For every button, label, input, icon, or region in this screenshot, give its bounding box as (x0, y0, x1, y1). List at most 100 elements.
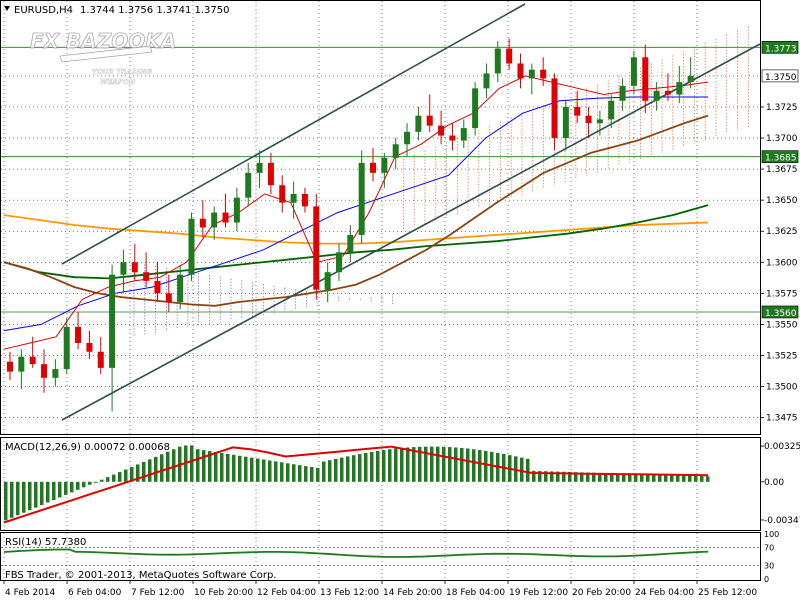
macd-histogram-bar (640, 474, 644, 482)
macd-histogram-bar (472, 449, 476, 482)
macd-histogram-bar (478, 450, 482, 482)
bear-candle (29, 356, 36, 365)
macd-tick-label: 0.00 (764, 478, 784, 488)
bull-candle (653, 90, 660, 101)
macd-histogram-bar (4, 481, 8, 521)
bear-candle (438, 125, 445, 136)
bear-candle (279, 185, 286, 203)
macd-histogram-bar (484, 450, 488, 482)
macd-histogram-bar (382, 450, 386, 482)
bear-candle (449, 135, 456, 141)
macd-histogram-bar (592, 472, 596, 482)
macd-histogram-bar (310, 467, 314, 482)
bear-candle (143, 272, 150, 281)
macd-histogram-bar (328, 460, 332, 482)
macd-histogram-bar (22, 481, 26, 513)
bear-candle (517, 63, 524, 79)
bull-candle (596, 119, 603, 124)
macd-histogram-bar (454, 447, 458, 482)
time-tick-label: 18 Feb 04:00 (446, 588, 505, 598)
time-tick-label: 10 Feb 20:00 (194, 588, 253, 598)
macd-histogram-bar (94, 481, 98, 483)
macd-histogram-bar (334, 458, 338, 482)
bull-candle (335, 252, 342, 273)
macd-histogram-bar (400, 448, 404, 482)
macd-histogram-bar (568, 471, 572, 482)
bear-candle (585, 115, 592, 124)
macd-histogram-bar (304, 466, 308, 482)
bear-candle (75, 326, 82, 344)
bear-candle (86, 343, 93, 352)
channel-upper-line (61, 3, 526, 265)
macd-histogram-bar (646, 474, 650, 482)
bear-candle (426, 115, 433, 126)
macd-histogram-bar (10, 481, 14, 518)
macd-histogram-bar (172, 449, 176, 482)
macd-histogram-bar (694, 475, 698, 482)
price-axis-badge-label: 1.3750 (765, 73, 797, 83)
price-tick-label: 1.3600 (766, 258, 798, 268)
bear-candle (313, 206, 320, 290)
macd-histogram-bar (76, 481, 80, 490)
trend-channel (61, 3, 761, 421)
macd-histogram-bar (706, 476, 710, 482)
macd-histogram-bar (190, 445, 194, 482)
macd-histogram-bar (286, 463, 290, 482)
bull-candle (676, 82, 683, 95)
macd-histogram-bar (82, 481, 86, 488)
macd-histogram-bar (550, 471, 554, 482)
macd-histogram-bar (352, 455, 356, 482)
bear-candle (131, 262, 138, 273)
macd-histogram-bar (664, 474, 668, 482)
macd-histogram-bar (610, 473, 614, 482)
macd-histogram-bar (28, 481, 32, 511)
time-tick-label: 7 Feb 12:00 (131, 588, 185, 598)
rsi-tick-label: 0 (764, 575, 769, 584)
macd-histogram-bar (58, 481, 62, 498)
macd-histogram-bar (316, 467, 320, 482)
macd-histogram-bar (370, 451, 374, 482)
macd-histogram-bar (130, 466, 134, 482)
macd-histogram-bar (388, 449, 392, 482)
macd-histogram-bar (52, 481, 56, 500)
price-axis-badge-label: 1.3560 (765, 309, 797, 319)
bull-candle (324, 272, 331, 290)
macd-histogram-bar (124, 469, 128, 482)
macd-histogram-bar (442, 446, 446, 482)
bull-candle (290, 193, 297, 203)
time-axis[interactable]: 4 Feb 2014 6 Feb 04:00 7 Feb 12:00 10 Feb 2… (3, 580, 757, 598)
bear-candle (540, 69, 547, 79)
macd-histogram-bar (118, 472, 122, 482)
rsi-tick-label: 100 (764, 530, 779, 539)
macd-histogram-bar (214, 452, 218, 482)
macd-histogram-bar (586, 472, 590, 482)
macd-histogram-bar (406, 447, 410, 482)
bull-candle (120, 262, 127, 275)
price-tick-label: 1.3575 (766, 289, 798, 299)
macd-histogram-bar (526, 458, 530, 482)
macd-signal-line (3, 445, 709, 524)
macd-histogram-bar (256, 458, 260, 482)
macd-histogram-bar (136, 464, 140, 482)
ma-orange-line (3, 214, 709, 245)
bull-candle (630, 57, 637, 86)
time-tick-label: 12 Feb 04:00 (257, 588, 316, 598)
bull-candle (494, 48, 501, 74)
macd-histogram-bar (220, 452, 224, 482)
price-axis-badge (761, 69, 799, 83)
time-tick-label: 24 Feb 04:00 (635, 588, 694, 598)
price-axis-badge-label: 1.3685 (765, 154, 797, 164)
bull-candle (52, 369, 59, 378)
bear-candle (41, 364, 48, 378)
macd-histogram-bar (562, 471, 566, 482)
macd-histogram-bar (358, 454, 362, 482)
bull-candle (63, 326, 70, 370)
price-tick-label: 1.3725 (766, 103, 798, 113)
macd-histogram-bar (226, 453, 230, 482)
macd-histogram-bar (148, 459, 152, 482)
macd-histogram-bar (238, 455, 242, 482)
time-tick-label: 4 Feb 2014 (5, 588, 56, 598)
